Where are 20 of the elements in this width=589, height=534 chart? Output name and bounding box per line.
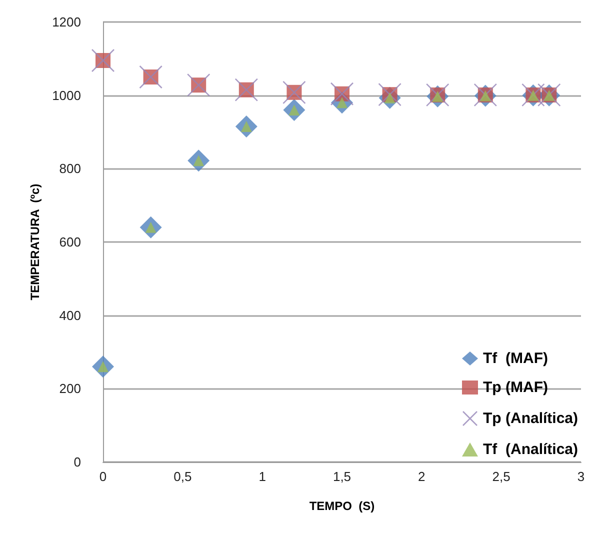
x-tick-label: 2 bbox=[418, 469, 426, 484]
legend-label: Tf (MAF) bbox=[483, 350, 548, 367]
x-axis-title: TEMPO (S) bbox=[309, 499, 375, 513]
x-tick-label: 0 bbox=[99, 469, 107, 484]
y-tick-label: 1000 bbox=[52, 88, 81, 103]
legend-label: Tp (MAF) bbox=[483, 379, 548, 396]
y-tick-label: 600 bbox=[59, 234, 81, 250]
legend-label: Tf (Analítica) bbox=[483, 441, 578, 458]
legend-label: Tp (Analítica) bbox=[483, 410, 578, 427]
x-tick-label: 2,5 bbox=[492, 469, 510, 484]
x-tick-label: 1 bbox=[258, 469, 266, 484]
y-tick-label: 1200 bbox=[52, 14, 81, 30]
x-tick-label: 3 bbox=[577, 469, 585, 484]
y-tick-label: 400 bbox=[59, 308, 81, 323]
y-tick-label: 0 bbox=[74, 454, 81, 470]
y-tick-label: 200 bbox=[59, 381, 81, 396]
x-tick-label: 0,5 bbox=[174, 469, 192, 484]
y-axis-title: TEMPERATURA (ºc) bbox=[28, 184, 42, 300]
x-tick-label: 1,5 bbox=[332, 469, 352, 484]
y-tick-label: 800 bbox=[59, 161, 81, 176]
